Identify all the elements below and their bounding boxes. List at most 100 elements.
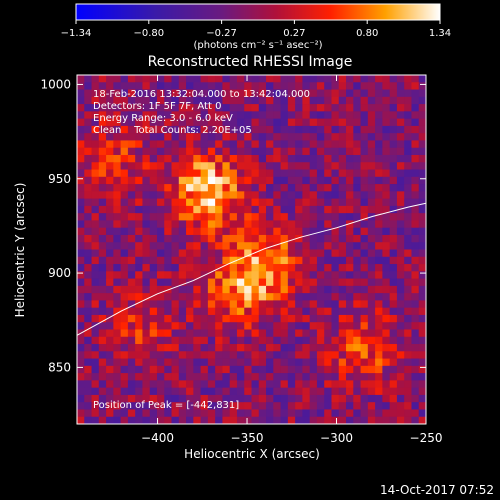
heatmap-cell bbox=[346, 365, 354, 374]
heatmap-cell bbox=[178, 394, 187, 403]
heatmap-cell bbox=[309, 140, 318, 149]
heatmap-cell bbox=[302, 184, 311, 192]
heatmap-cell bbox=[77, 118, 85, 127]
heatmap-cell bbox=[273, 322, 281, 330]
heatmap-cell bbox=[346, 336, 354, 345]
heatmap-cell bbox=[91, 402, 100, 410]
heatmap-cell bbox=[222, 307, 231, 316]
heatmap-cell bbox=[186, 133, 194, 141]
footer-timestamp: 14-Oct-2017 07:52 bbox=[380, 483, 494, 497]
heatmap-cell bbox=[346, 329, 354, 338]
heatmap-cell bbox=[193, 264, 201, 272]
heatmap-cell bbox=[411, 293, 420, 301]
heatmap-cell bbox=[266, 380, 274, 389]
heatmap-cell bbox=[251, 125, 260, 134]
heatmap-cell bbox=[346, 285, 354, 294]
heatmap-cell bbox=[120, 96, 129, 105]
heatmap-cell bbox=[222, 227, 231, 236]
heatmap-cell bbox=[164, 176, 172, 185]
heatmap-cell bbox=[389, 162, 398, 170]
heatmap-cell bbox=[266, 133, 274, 141]
heatmap-cell bbox=[84, 176, 92, 185]
heatmap-cell bbox=[135, 314, 143, 323]
heatmap-cell bbox=[244, 198, 252, 207]
heatmap-cell bbox=[280, 75, 289, 83]
heatmap-cell bbox=[142, 336, 151, 345]
heatmap-cell bbox=[186, 75, 194, 83]
heatmap-cell bbox=[149, 184, 158, 192]
heatmap-cell bbox=[77, 365, 85, 374]
heatmap-cell bbox=[156, 125, 165, 134]
heatmap-cell bbox=[222, 387, 231, 396]
heatmap-cell bbox=[207, 409, 216, 418]
heatmap-cell bbox=[222, 169, 231, 178]
heatmap-cell bbox=[207, 82, 216, 90]
heatmap-cell bbox=[171, 111, 180, 120]
heatmap-cell bbox=[207, 322, 216, 330]
heatmap-cell bbox=[396, 402, 405, 410]
heatmap-cell bbox=[418, 140, 426, 149]
heatmap-cell bbox=[229, 169, 238, 178]
heatmap-cell bbox=[396, 394, 405, 403]
heatmap-cell bbox=[316, 82, 325, 90]
heatmap-cell bbox=[135, 402, 143, 410]
heatmap-cell bbox=[127, 154, 136, 163]
heatmap-cell bbox=[164, 169, 172, 178]
heatmap-cell bbox=[353, 96, 361, 105]
heatmap-cell bbox=[396, 271, 405, 279]
heatmap-cell bbox=[91, 89, 100, 98]
heatmap-cell bbox=[382, 351, 391, 359]
heatmap-cell bbox=[84, 387, 92, 396]
heatmap-cell bbox=[120, 111, 129, 120]
heatmap-cell bbox=[244, 256, 252, 265]
heatmap-cell bbox=[127, 365, 136, 374]
heatmap-cell bbox=[193, 104, 201, 112]
heatmap-cell bbox=[404, 133, 412, 141]
heatmap-cell bbox=[389, 358, 398, 367]
heatmap-cell bbox=[324, 416, 332, 424]
heatmap-cell bbox=[287, 227, 296, 236]
heatmap-cell bbox=[98, 314, 107, 323]
heatmap-cell bbox=[127, 147, 136, 156]
heatmap-cell bbox=[346, 176, 354, 185]
heatmap-cell bbox=[389, 176, 398, 185]
heatmap-cell bbox=[229, 256, 238, 265]
heatmap-cell bbox=[375, 176, 383, 185]
heatmap-cell bbox=[193, 307, 201, 316]
heatmap-cell bbox=[229, 191, 238, 199]
heatmap-cell bbox=[178, 416, 187, 424]
heatmap-cell bbox=[251, 249, 260, 258]
heatmap-cell bbox=[215, 213, 223, 221]
heatmap-cell bbox=[389, 96, 398, 105]
heatmap-cell bbox=[186, 264, 194, 272]
heatmap-cell bbox=[338, 133, 347, 141]
heatmap-cell bbox=[135, 307, 143, 316]
heatmap-cell bbox=[287, 176, 296, 185]
heatmap-cell bbox=[295, 234, 303, 243]
heatmap-cell bbox=[178, 387, 187, 396]
heatmap-cell bbox=[375, 329, 383, 338]
heatmap-cell bbox=[367, 322, 376, 330]
heatmap-cell bbox=[127, 125, 136, 134]
heatmap-cell bbox=[287, 351, 296, 359]
heatmap-cell bbox=[149, 242, 158, 250]
heatmap-cell bbox=[142, 169, 151, 178]
heatmap-cell bbox=[164, 380, 172, 389]
heatmap-cell bbox=[186, 351, 194, 359]
heatmap-cell bbox=[418, 271, 426, 279]
heatmap-cell bbox=[418, 213, 426, 221]
heatmap-cell bbox=[280, 358, 289, 367]
heatmap-cell bbox=[178, 249, 187, 258]
heatmap-cell bbox=[382, 314, 391, 323]
heatmap-cell bbox=[273, 154, 281, 163]
heatmap-cell bbox=[127, 169, 136, 178]
heatmap-cell bbox=[222, 162, 231, 170]
colorbar-tick-label: 0.27 bbox=[283, 28, 305, 39]
heatmap-cell bbox=[120, 409, 129, 418]
heatmap-cell bbox=[396, 89, 405, 98]
heatmap-cell bbox=[273, 285, 281, 294]
heatmap-cell bbox=[338, 358, 347, 367]
heatmap-cell bbox=[98, 271, 107, 279]
heatmap-cell bbox=[178, 82, 187, 90]
heatmap-cell bbox=[411, 118, 420, 127]
